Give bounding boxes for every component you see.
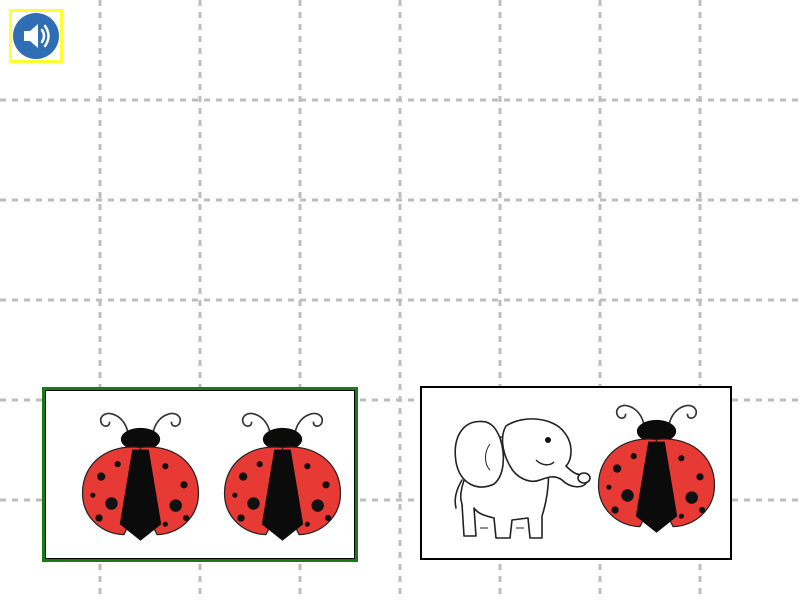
audio-play-button[interactable]: [9, 9, 63, 63]
ladybug-icon: [594, 394, 719, 539]
elephant-icon: [454, 418, 591, 539]
speaker-icon: [13, 13, 59, 59]
card-inner-border: [45, 390, 355, 559]
ladybug-icon: [220, 402, 345, 547]
answer-card-two-ladybugs[interactable]: [42, 387, 358, 562]
ladybug-icon: [78, 402, 203, 547]
answer-card-elephant-and-ladybug[interactable]: [420, 386, 732, 560]
